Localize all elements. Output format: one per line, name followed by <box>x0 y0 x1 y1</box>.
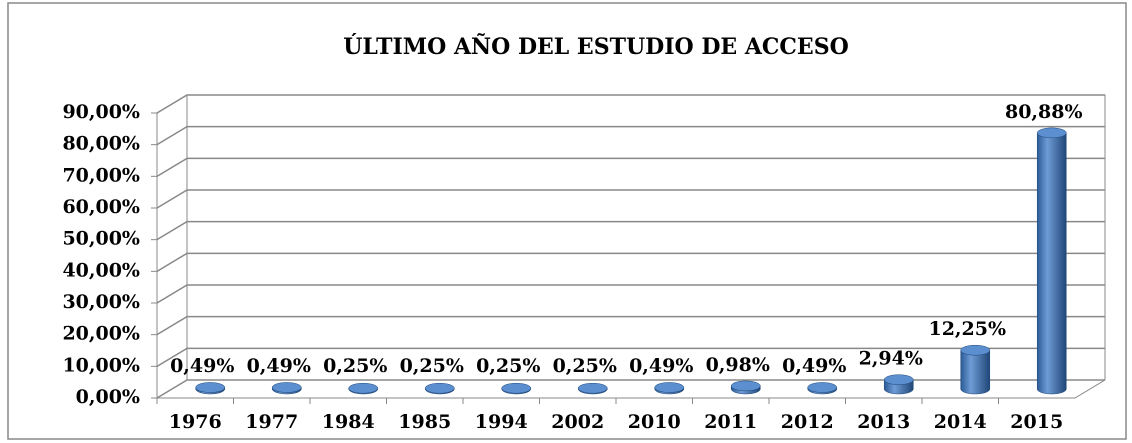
grid-line <box>156 189 1105 209</box>
grid-line <box>156 347 1105 367</box>
bar-top <box>730 380 761 392</box>
grid-line <box>156 315 1105 336</box>
y-tick-label: 60,00% <box>62 196 140 218</box>
x-tick-label: 1994 <box>475 411 528 433</box>
x-tick-label: 2013 <box>857 411 910 433</box>
bar-top <box>271 382 302 393</box>
x-tick-label: 2015 <box>1010 411 1063 433</box>
y-tick-label: 30,00% <box>62 291 140 313</box>
data-label: 0,25% <box>323 355 387 377</box>
data-label: 0,49% <box>247 355 311 377</box>
data-label: 0,25% <box>400 355 464 377</box>
bar <box>960 349 991 395</box>
y-tick-label: 80,00% <box>62 133 140 155</box>
data-label: 0,98% <box>706 354 770 376</box>
grid-line <box>156 157 1105 177</box>
y-tick-label: 0,00% <box>76 386 140 408</box>
x-tick-label: 2012 <box>781 411 834 433</box>
y-tick-label: 70,00% <box>62 164 140 186</box>
bar-top <box>348 382 379 394</box>
data-label: 0,49% <box>782 355 846 377</box>
y-tick-label: 40,00% <box>62 259 140 281</box>
data-label: 2,94% <box>859 348 923 370</box>
bar-top <box>1036 127 1067 139</box>
bar-top <box>654 382 685 393</box>
grid-line <box>156 94 1105 114</box>
x-tick-label: 1984 <box>322 411 375 433</box>
y-tick-label: 90,00% <box>62 101 140 123</box>
x-tick-label: 2011 <box>704 411 757 433</box>
y-tick-label: 20,00% <box>62 323 140 345</box>
bar-top <box>424 382 455 394</box>
y-tick-label: 50,00% <box>62 228 140 250</box>
grid-line <box>156 284 1105 304</box>
x-tick-label: 2014 <box>934 411 987 433</box>
grid-line <box>156 220 1105 241</box>
y-tick-label: 10,00% <box>62 354 140 376</box>
bar-top <box>501 382 532 394</box>
x-tick-label: 1985 <box>398 411 451 433</box>
x-tick-label: 2002 <box>551 411 604 433</box>
x-tick-label: 1976 <box>169 411 222 433</box>
grid-line <box>156 125 1105 146</box>
data-label: 80,88% <box>1005 101 1083 123</box>
data-label: 0,25% <box>553 355 617 377</box>
bar <box>1036 132 1067 395</box>
bar-top <box>883 374 914 385</box>
data-label: 0,49% <box>170 355 234 377</box>
bar-top <box>577 382 608 394</box>
grid-line <box>156 252 1105 272</box>
data-label: 0,25% <box>476 355 540 377</box>
data-label: 12,25% <box>928 318 1006 340</box>
x-tick-label: 2010 <box>628 411 681 433</box>
bar-top <box>195 382 226 393</box>
bar-top <box>960 344 991 356</box>
data-label: 0,49% <box>629 355 693 377</box>
chart-title: ÚLTIMO AÑO DEL ESTUDIO DE ACCESO <box>343 33 849 60</box>
grid-line <box>156 379 1105 399</box>
bar-top <box>807 382 838 393</box>
x-tick-label: 1977 <box>245 411 298 433</box>
